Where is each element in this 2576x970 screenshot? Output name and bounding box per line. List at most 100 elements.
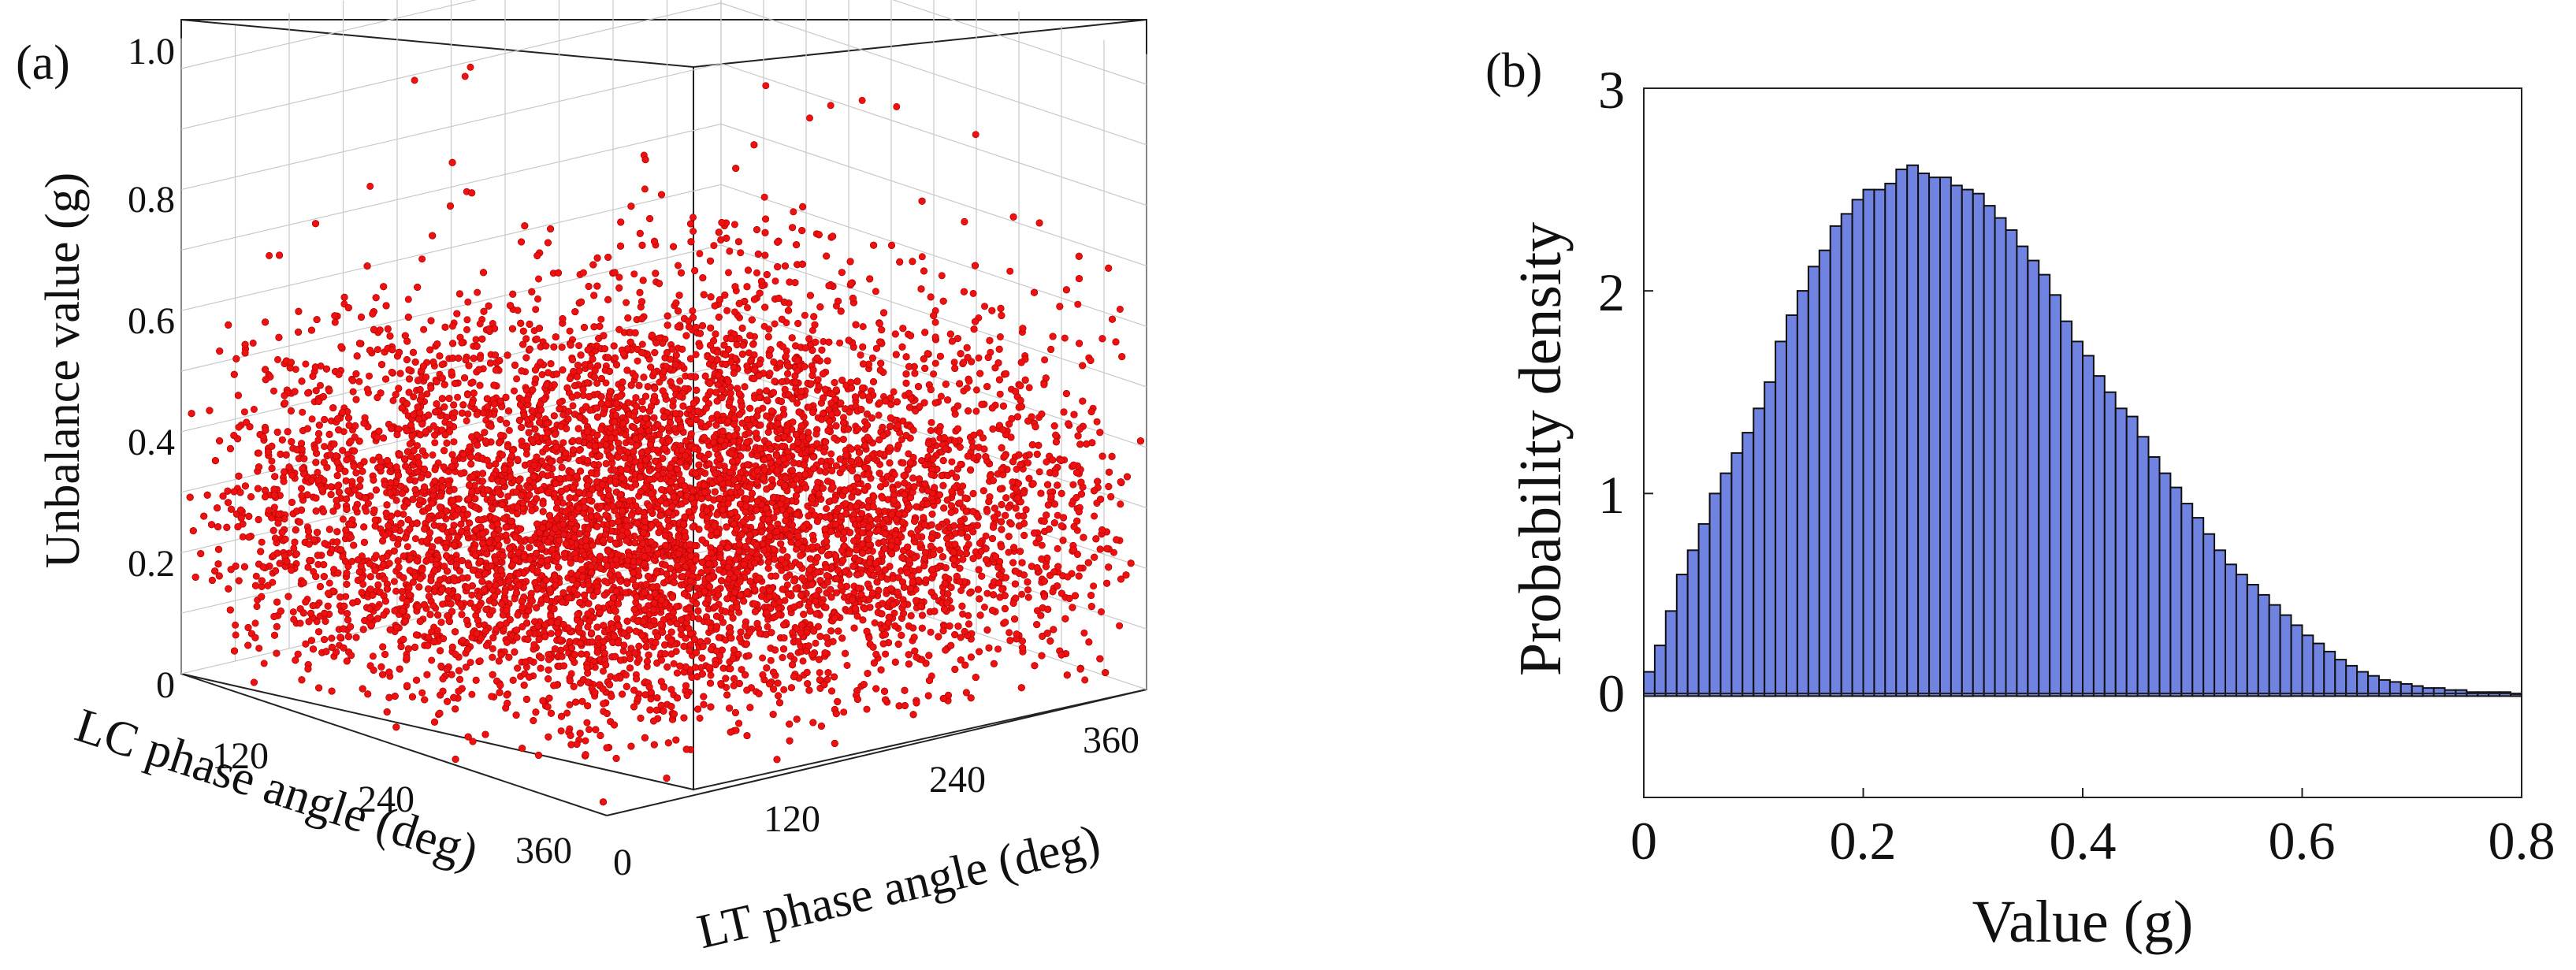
scatter-point <box>674 262 682 269</box>
scatter-point <box>579 269 587 277</box>
scatter-point <box>575 342 583 350</box>
scatter-point <box>918 253 926 261</box>
scatter-point <box>927 628 935 636</box>
scatter-point <box>1090 582 1098 590</box>
scatter-point <box>780 686 788 693</box>
scatter-point <box>812 639 820 647</box>
scatter-point <box>339 447 347 455</box>
scatter-point <box>566 327 574 335</box>
scatter-point <box>349 388 357 396</box>
scatter-point <box>1091 512 1098 520</box>
scatter-point <box>730 308 738 316</box>
scatter-point <box>1080 629 1088 637</box>
scatter-point <box>510 387 518 395</box>
scatter-point <box>289 608 297 616</box>
scatter-point <box>569 402 577 410</box>
scatter-point <box>463 316 471 324</box>
scatter-point <box>623 299 630 307</box>
scatter-point <box>767 656 775 664</box>
scatter-point <box>641 185 649 193</box>
scatter-point <box>871 619 879 626</box>
scatter-point <box>331 318 339 326</box>
scatter-point <box>325 579 333 587</box>
scatter-point <box>464 298 472 306</box>
scatter-point <box>771 277 779 285</box>
scatter-point <box>1117 500 1124 508</box>
scatter-point <box>297 485 305 492</box>
scatter-point <box>389 396 397 404</box>
scatter-point <box>450 438 458 446</box>
scatter-point <box>448 322 456 330</box>
scatter-point <box>931 359 939 367</box>
scatter-point <box>476 320 484 328</box>
scatter-point <box>1006 267 1014 275</box>
scatter-point <box>730 221 738 229</box>
scatter-point <box>362 507 370 515</box>
scatter-point <box>559 439 567 447</box>
scatter-point <box>1074 300 1082 308</box>
scatter-point <box>1024 459 1032 466</box>
scatter-point <box>355 377 363 385</box>
scatter-point <box>858 96 866 104</box>
scatter-point <box>676 377 684 385</box>
scatter-point <box>634 357 641 365</box>
scatter-point <box>511 595 519 603</box>
scatter-point <box>538 370 546 378</box>
scatter-point <box>392 587 400 595</box>
scatter-point <box>723 307 731 314</box>
scatter-point <box>710 242 718 250</box>
scatter-point <box>514 307 522 314</box>
scatter-point <box>252 572 260 580</box>
scatter-point <box>948 458 956 466</box>
scatter-point <box>250 405 258 413</box>
scatter-point <box>232 631 240 639</box>
grid-3d <box>180 0 1147 690</box>
scatter-point <box>1005 548 1013 556</box>
scatter-point <box>474 288 481 296</box>
scatter-point <box>764 623 771 630</box>
scatter-point <box>253 603 261 611</box>
scatter-point <box>827 102 835 110</box>
scatter-point <box>428 656 436 664</box>
scatter-point <box>418 255 426 263</box>
scatter-point <box>366 182 374 190</box>
scatter-point <box>959 610 967 618</box>
scatter-point <box>872 288 879 295</box>
scatter-point <box>950 359 958 366</box>
scatter-point <box>724 269 732 277</box>
scatter-point <box>299 408 307 416</box>
scatter-point <box>927 426 935 434</box>
scatter-point <box>957 586 965 594</box>
scatter-point <box>726 247 734 255</box>
scatter-point <box>1116 622 1124 630</box>
scatter-point <box>463 417 470 425</box>
panel-a: (a) 0 0.2 0.4 0.6 0.8 1.0 Unbalance valu… <box>16 0 1147 959</box>
scatter-point <box>670 660 678 667</box>
scatter-point <box>965 541 972 548</box>
scatter-point <box>585 726 593 734</box>
scatter-point <box>981 303 989 310</box>
floor-edge-right <box>606 689 1147 816</box>
scatter-point <box>890 388 898 396</box>
scatter-point <box>255 645 263 652</box>
scatter-point <box>599 667 607 675</box>
scatter-point <box>814 376 822 384</box>
scatter-point <box>314 468 322 476</box>
scatter-point <box>969 289 977 297</box>
scatter-point <box>696 714 704 722</box>
scatter-point <box>690 227 697 235</box>
scatter-point <box>566 701 574 708</box>
scatter-point <box>239 533 247 541</box>
scatter-point <box>840 708 848 716</box>
scatter-point <box>406 440 414 448</box>
scatter-point <box>260 660 268 667</box>
scatter-point <box>816 669 823 677</box>
scatter-point <box>290 615 298 623</box>
scatter-point <box>937 392 945 400</box>
scatter-point <box>602 379 610 387</box>
scatter-point <box>827 450 835 458</box>
scatter-point <box>374 346 381 354</box>
scatter-point <box>689 214 697 221</box>
scatter-point <box>365 372 373 380</box>
scatter-point <box>737 249 745 257</box>
